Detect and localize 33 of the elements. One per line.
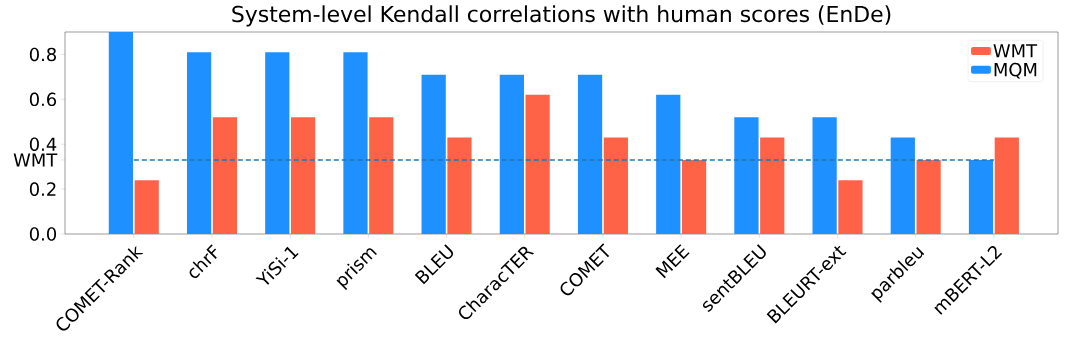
- bar: [499, 74, 524, 234]
- bar: [656, 94, 681, 234]
- bar: [525, 94, 550, 234]
- bar: [760, 137, 785, 234]
- bar: [265, 52, 290, 234]
- chart-title: System-level Kendall correlations with human scores (EnDe): [232, 5, 891, 27]
- y-tick-label: WMT: [13, 153, 58, 167]
- bar: [212, 117, 238, 234]
- bar: [603, 137, 628, 234]
- bar: [916, 159, 941, 234]
- bar: [838, 180, 863, 234]
- bar: [343, 52, 368, 234]
- bar: [681, 159, 707, 234]
- bar: [812, 117, 837, 234]
- y-tick-label: 0.6: [29, 92, 57, 107]
- bar: [186, 52, 212, 234]
- bar: [421, 74, 446, 234]
- y-tick-label: 0.8: [29, 47, 57, 62]
- bar: [369, 117, 394, 234]
- legend-label: MQM: [994, 62, 1037, 79]
- bar: [134, 180, 159, 234]
- bar: [290, 117, 316, 234]
- bar: [968, 159, 994, 234]
- y-tick-label: 0.2: [29, 182, 56, 196]
- bar: [577, 74, 603, 234]
- bar: [994, 137, 1019, 234]
- bar: [108, 32, 134, 234]
- y-tick-label: 0.0: [29, 227, 57, 241]
- y-tick-label: 0.4: [29, 137, 57, 151]
- bar: [447, 137, 472, 234]
- bar: [734, 117, 759, 234]
- bar: [890, 137, 915, 234]
- legend-label: WMT: [993, 44, 1038, 58]
